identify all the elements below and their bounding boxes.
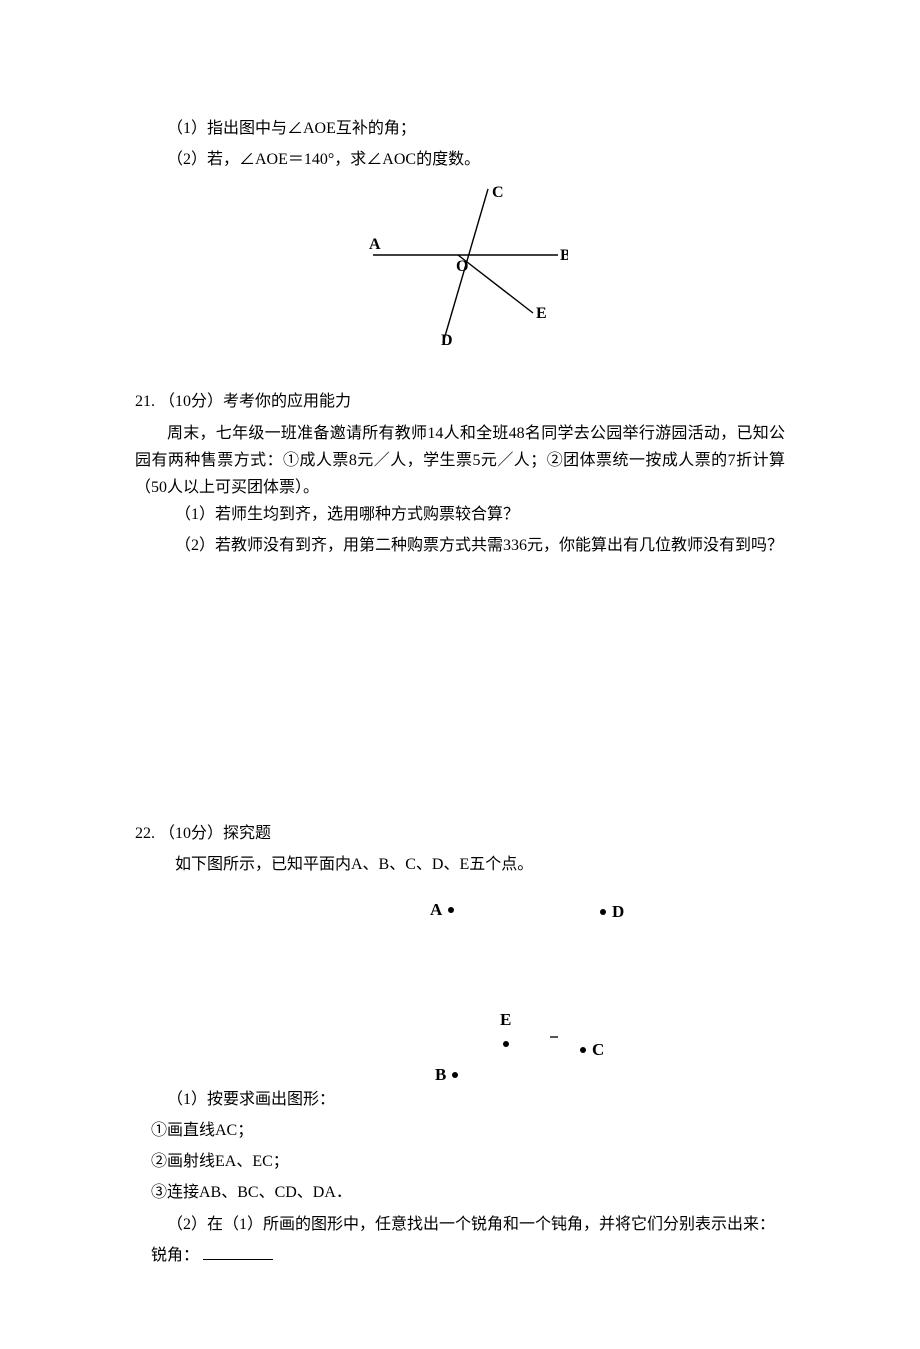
point-dot-E (503, 1041, 509, 1047)
blank-underline (203, 1259, 273, 1260)
q22-sub3: ③连接AB、BC、CD、DA． (135, 1179, 785, 1206)
point-label-E: E (500, 1006, 511, 1035)
question-22: 22. （10分）探究题 如下图所示，已知平面内A、B、C、D、E五个点。 A D… (135, 820, 785, 1270)
point-D: D (600, 898, 624, 927)
q22-blank-label: 锐角： (151, 1247, 199, 1264)
svg-text:C: C (492, 184, 504, 201)
point-A: A (430, 896, 454, 925)
svg-text:A: A (369, 236, 381, 253)
point-B: B (435, 1061, 458, 1090)
question-20-tail: （1）指出图中与∠AOE互补的角； （2）若，∠AOE＝140°，求∠AOC的度… (135, 115, 785, 348)
svg-text:O: O (456, 258, 468, 275)
point-label-B: B (435, 1061, 446, 1090)
point-dot-C (580, 1047, 586, 1053)
q21-header: 21. （10分）考考你的应用能力 (135, 388, 785, 415)
q22-intro: 如下图所示，已知平面内A、B、C、D、E五个点。 (135, 851, 785, 878)
q20-figure: A B C D E O (135, 183, 785, 348)
svg-text:D: D (441, 332, 453, 348)
angle-diagram: A B C D E O (353, 183, 568, 348)
point-E: E (500, 1006, 511, 1047)
point-label-A: A (430, 896, 442, 925)
q22-header: 22. （10分）探究题 (135, 820, 785, 847)
q22-part2-blank-line: 锐角： (135, 1242, 785, 1269)
point-dot-B (452, 1072, 458, 1078)
q22-part2: （2）在（1）所画的图形中，任意找出一个锐角和一个钝角，并将它们分别表示出来： (135, 1211, 785, 1238)
svg-text:B: B (560, 247, 568, 264)
q22-sub1: ①画直线AC； (135, 1117, 785, 1144)
point-label-C: C (592, 1036, 604, 1065)
q22-part1-header: （1）按要求画出图形： (135, 1086, 785, 1113)
q21-body: 周末，七年级一班准备邀请所有教师14人和全班48名同学去公园举行游园活动，已知公… (135, 420, 785, 502)
point-dot-A (448, 907, 454, 913)
dash-mark (550, 1036, 558, 1038)
q21-part2: （2）若教师没有到齐，用第二种购票方式共需336元，你能算出有几位教师没有到吗？ (135, 532, 785, 559)
q20-part1: （1）指出图中与∠AOE互补的角； (135, 115, 785, 142)
q22-point-diagram: ADECB (170, 886, 750, 1076)
point-C: C (580, 1036, 604, 1065)
point-dot-D (600, 909, 606, 915)
point-label-D: D (612, 898, 624, 927)
question-21: 21. （10分）考考你的应用能力 周末，七年级一班准备邀请所有教师14人和全班… (135, 388, 785, 559)
q21-part1: （1）若师生均到齐，选用哪种方式购票较合算？ (135, 501, 785, 528)
q20-part2: （2）若，∠AOE＝140°，求∠AOC的度数。 (135, 146, 785, 173)
svg-text:E: E (536, 305, 547, 322)
q22-sub2: ②画射线EA、EC； (135, 1148, 785, 1175)
